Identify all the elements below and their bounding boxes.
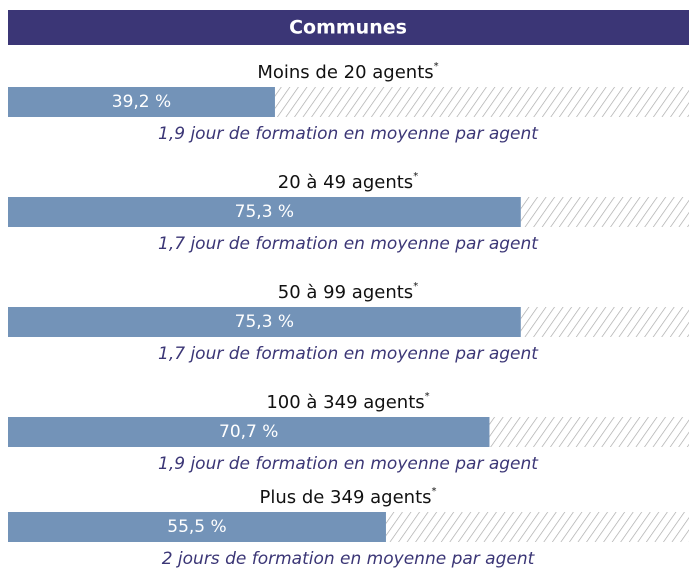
chart-title: Communes	[289, 17, 407, 39]
remainder-hatch	[385, 512, 689, 542]
category-label: 100 à 349 agents*	[266, 391, 429, 413]
category-label: 20 à 49 agents*	[278, 171, 418, 193]
category-label: 50 à 99 agents*	[278, 281, 418, 303]
annotation: 1,9 jour de formation en moyenne par age…	[158, 454, 539, 474]
footnote-marker: *	[434, 61, 439, 72]
annotation: 1,9 jour de formation en moyenne par age…	[158, 124, 539, 144]
footnote-marker: *	[413, 281, 418, 292]
bar	[8, 87, 275, 117]
annotation: 1,7 jour de formation en moyenne par age…	[158, 234, 539, 254]
footnote-marker: *	[425, 391, 430, 402]
category-name: 20 à 49 agents	[278, 172, 413, 193]
footnote-marker: *	[413, 171, 418, 182]
category-label: Plus de 349 agents*	[259, 486, 436, 508]
bar	[8, 417, 490, 447]
category-name: Plus de 349 agents	[259, 487, 431, 508]
value-label: 75,3 %	[235, 312, 294, 332]
remainder-hatch	[520, 197, 689, 227]
value-label: 55,5 %	[167, 517, 226, 537]
category-label: Moins de 20 agents*	[257, 61, 438, 83]
value-label: 70,7 %	[219, 422, 278, 442]
remainder-hatch	[520, 307, 689, 337]
footnote-marker: *	[432, 486, 437, 497]
category-name: Moins de 20 agents	[257, 62, 433, 83]
bar	[8, 512, 386, 542]
annotation: 1,7 jour de formation en moyenne par age…	[158, 344, 539, 364]
remainder-hatch	[274, 87, 689, 117]
category-name: 100 à 349 agents	[266, 392, 424, 413]
annotation: 2 jours de formation en moyenne par agen…	[162, 549, 536, 569]
header-band	[8, 10, 689, 45]
bar	[8, 197, 521, 227]
value-label: 39,2 %	[112, 92, 171, 112]
category-name: 50 à 99 agents	[278, 282, 413, 303]
value-label: 75,3 %	[235, 202, 294, 222]
remainder-hatch	[489, 417, 689, 447]
bar	[8, 307, 521, 337]
